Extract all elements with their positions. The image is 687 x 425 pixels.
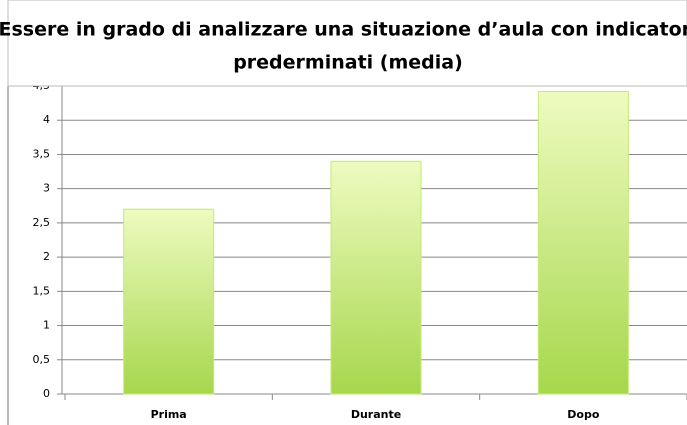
y-tick-label: 2,5 <box>33 216 51 229</box>
bar <box>330 160 422 395</box>
plot-area: 00,511,522,533,544,5PrimaDuranteDopo <box>33 79 687 421</box>
y-tick-label: 0 <box>43 387 50 400</box>
bar <box>537 90 629 395</box>
y-tick-label: 3 <box>43 182 50 195</box>
chart-title: prederminati (media) <box>233 52 463 74</box>
bar <box>123 208 215 395</box>
y-tick-label: 1 <box>43 319 50 332</box>
x-tick-label: Dopo <box>567 408 600 421</box>
y-tick-label: 3,5 <box>33 147 51 160</box>
y-tick-label: 4 <box>43 113 50 126</box>
chart-title: Essere in grado di analizzare una situaz… <box>0 19 687 41</box>
x-tick-label: Prima <box>151 408 187 421</box>
title-box <box>7 0 687 87</box>
y-tick-label: 1,5 <box>33 284 51 297</box>
y-tick-label: 2 <box>43 250 50 263</box>
y-tick-label: 0,5 <box>33 353 51 366</box>
x-tick-label: Durante <box>351 408 401 421</box>
